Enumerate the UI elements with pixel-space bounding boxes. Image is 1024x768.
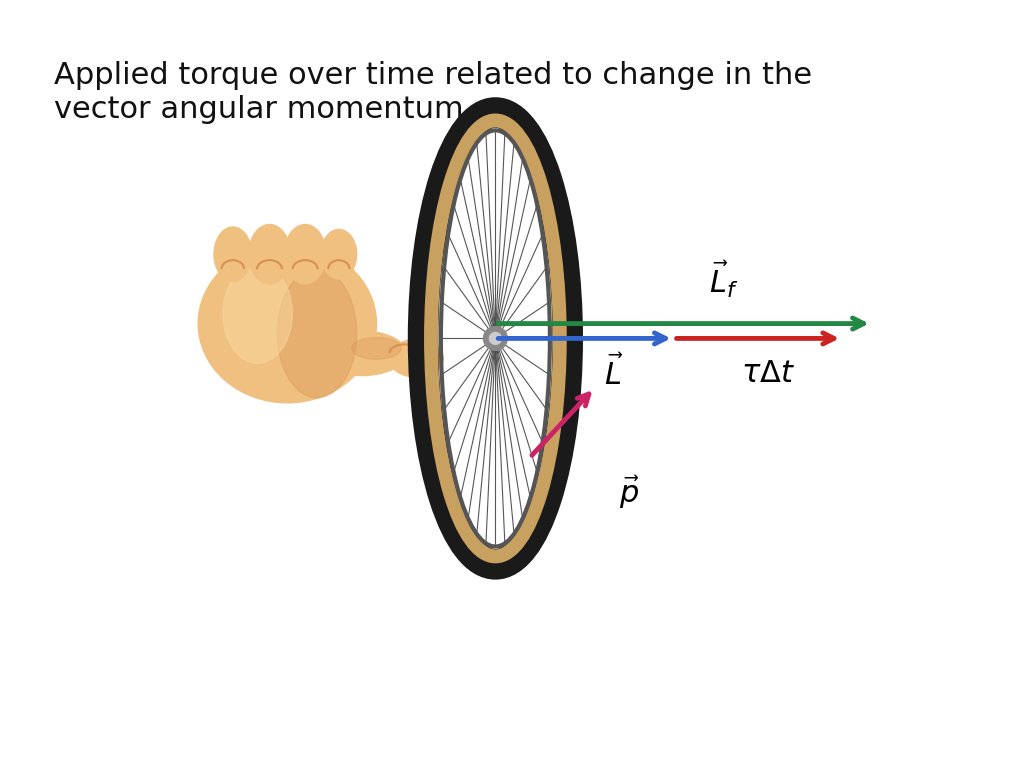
Text: $\tau \Delta t$: $\tau \Delta t$ (740, 359, 795, 388)
Text: $\vec{L}$: $\vec{L}$ (604, 355, 625, 391)
Circle shape (483, 326, 507, 350)
Ellipse shape (223, 264, 292, 363)
Ellipse shape (285, 224, 326, 284)
Ellipse shape (249, 224, 290, 284)
Ellipse shape (389, 339, 443, 377)
Ellipse shape (351, 337, 401, 359)
Ellipse shape (278, 269, 356, 398)
Ellipse shape (321, 230, 356, 279)
Ellipse shape (317, 331, 407, 376)
Ellipse shape (214, 227, 252, 281)
Text: $\vec{p}$: $\vec{p}$ (618, 474, 639, 511)
Ellipse shape (199, 244, 377, 403)
Text: $\vec{L}_f$: $\vec{L}_f$ (709, 258, 738, 300)
Circle shape (489, 333, 502, 344)
Text: Applied torque over time related to change in the
vector angular momentum.: Applied torque over time related to chan… (54, 61, 813, 124)
